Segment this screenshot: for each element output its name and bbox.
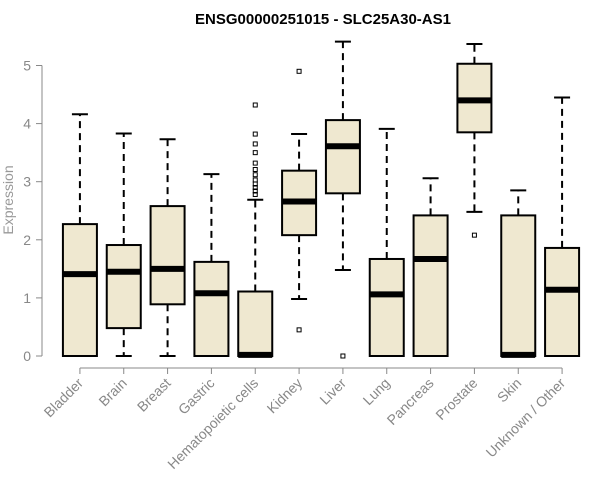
outlier-point (252, 185, 258, 191)
chart-title: ENSG00000251015 - SLC25A30-AS1 (195, 11, 451, 28)
outlier-point (252, 150, 258, 156)
y-tick-label: 2 (23, 232, 31, 248)
y-axis-label: Expression (0, 165, 16, 234)
x-tick-label: Bladder (41, 375, 87, 421)
box-pancreas (412, 177, 449, 357)
outlier-point (252, 191, 258, 197)
y-tick-label: 5 (23, 58, 31, 74)
y-tick-label: 3 (23, 174, 31, 190)
box-iqr (368, 257, 405, 357)
x-tick-label: Breast (134, 375, 174, 415)
outlier-point (296, 68, 302, 74)
y-tick-label: 1 (23, 290, 31, 306)
boxes (61, 40, 581, 359)
box-iqr (412, 214, 449, 357)
box-iqr (193, 260, 230, 357)
outlier-point (471, 232, 477, 238)
x-tick-label: Brain (95, 375, 129, 409)
outlier-point (252, 131, 258, 137)
box-iqr (61, 223, 98, 357)
box-iqr (324, 119, 361, 195)
x-tick-label: Gastric (175, 375, 218, 418)
x-tick-label: Skin (494, 375, 525, 406)
box-breast (149, 138, 186, 357)
outlier-point (252, 160, 258, 166)
y-axis: 0 1 2 3 4 5 (23, 58, 43, 364)
box-gastric (193, 173, 230, 357)
box-kidney (281, 68, 318, 333)
outlier-point (252, 102, 258, 108)
outlier-point (296, 327, 302, 333)
y-tick-label: 4 (23, 116, 31, 132)
box-iqr (105, 244, 142, 330)
x-tick-label: Kidney (264, 375, 306, 417)
x-tick-label: Prostate (432, 375, 480, 423)
box-liver (324, 40, 361, 359)
x-tick-label: Unknown / Other (483, 375, 569, 461)
box-iqr (500, 214, 537, 357)
box-bladder (61, 113, 98, 357)
box-iqr (149, 205, 186, 306)
y-tick-label: 0 (23, 348, 31, 364)
x-tick-label: Liver (316, 375, 349, 408)
box-skin (500, 189, 537, 358)
outlier-point (252, 172, 258, 178)
box-prostate (456, 43, 493, 238)
box-brain (105, 132, 142, 357)
outlier-point (340, 353, 346, 359)
outlier-point (252, 166, 258, 172)
box-iqr (237, 290, 274, 357)
box-hematopoietic-cells (237, 102, 274, 358)
box-unknown-other (544, 96, 581, 358)
x-tick-label: Lung (360, 375, 393, 408)
outlier-point (252, 177, 258, 183)
box-lung (368, 127, 405, 357)
outlier-point (252, 141, 258, 147)
x-tick-label: Pancreas (384, 375, 437, 428)
outlier-point (252, 188, 258, 194)
box-iqr (544, 246, 581, 358)
